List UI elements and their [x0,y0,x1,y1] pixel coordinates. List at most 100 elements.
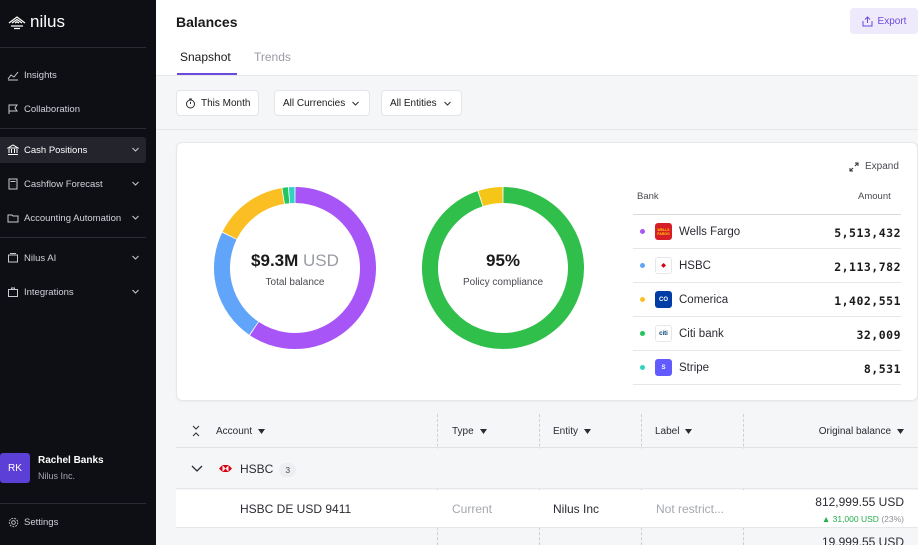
bank-logo-icon: citi [655,325,672,342]
chevron-down-icon [132,147,139,152]
sidebar-item-label: Nilus AI [24,252,57,264]
sidebar-item-cashflow-forecast[interactable]: Cashflow Forecast [0,171,146,197]
balances-summary-card: Expand $9.3M USD Total balance 95% Polic… [176,142,918,401]
divider [0,128,146,129]
bank-row[interactable]: CO Comerica 1,402,551 [633,283,901,317]
sidebar-item-integrations[interactable]: Integrations [0,279,146,305]
tab-snapshot[interactable]: Snapshot [180,50,231,64]
currency-filter-label: All Currencies [283,97,346,109]
page-header: Balances Export Snapshot Trends [156,0,918,76]
column-header-label: Entity [553,426,579,437]
bank-row[interactable]: WELLS FARGO Wells Fargo 5,513,432 [633,215,901,249]
total-balance-unit: USD [303,251,339,270]
sidebar-item-collaboration[interactable]: Collaboration [0,96,146,122]
column-header-account[interactable]: Account [216,426,266,437]
policy-compliance-label: Policy compliance [462,277,544,288]
bank-row[interactable]: ◆ HSBC 2,113,782 [633,249,901,283]
sidebar-item-label: Integrations [24,286,74,298]
hsbc-logo-icon [219,465,232,472]
bank-amount: 32,009 [856,328,901,342]
total-balance-amount: $9.3M [251,251,299,270]
page-title: Balances [176,14,238,30]
policy-compliance-center: 95% Policy compliance [418,251,588,288]
chevron-down-icon[interactable] [191,465,203,473]
active-tab-indicator [177,73,237,75]
bank-name: HSBC [679,260,711,272]
balance-change: ▲ 31,000 USD (23%) [822,514,904,524]
nilus-logo-icon [8,16,26,30]
column-header-original-balance[interactable]: Original balance [819,426,904,437]
export-label: Export [877,15,907,27]
avatar: RK [0,453,30,483]
sidebar-item-label: Cashflow Forecast [24,178,103,190]
bank-balance-table: WELLS FARGO Wells Fargo 5,513,432 ◆ HSBC 2,11… [633,214,901,385]
grid-header: Account Type Entity Label Original balan… [176,414,918,448]
sidebar-item-cash-positions[interactable]: Cash Positions [0,137,146,163]
total-balance-donut [214,187,376,349]
user-org: Nilus Inc. [38,471,76,481]
account-count-badge: 3 [279,463,297,477]
export-icon [862,15,873,26]
donut-slice-compliant [422,187,584,349]
currency-filter[interactable]: All Currencies [274,90,371,116]
expand-icon [849,162,859,171]
column-header-type[interactable]: Type [452,426,487,437]
accounts-grid: Account Type Entity Label Original balan… [176,414,918,545]
bank-column-header: Bank [637,191,659,202]
chevron-down-icon [132,215,139,220]
bank-amount: 2,113,782 [834,260,901,274]
column-header-entity[interactable]: Entity [553,426,592,437]
bank-row[interactable]: S Stripe 8,531 [633,351,901,385]
bank-logo-icon: WELLS FARGO [655,223,672,240]
amount-column-header: Amount [858,191,891,202]
bank-name: Wells Fargo [679,226,741,238]
chevron-down-icon [132,181,139,186]
policy-compliance-donut [422,187,584,349]
total-balance-center: $9.3M USD Total balance [210,251,380,288]
chevron-down-icon [352,101,360,106]
caret-down-icon [479,429,487,434]
entity-filter[interactable]: All Entities [381,90,462,116]
period-filter-label: This Month [201,97,251,109]
sidebar-item-nilus-ai[interactable]: Nilus AI [0,245,146,271]
tab-trends[interactable]: Trends [254,50,291,64]
bank-row[interactable]: citi Citi bank 32,009 [633,317,901,351]
sidebar-item-label: Cash Positions [24,144,88,156]
bank-group-label: HSBC [240,462,274,476]
total-balance-label: Total balance [265,277,325,288]
settings-label: Settings [24,517,59,528]
sidebar-item-insights[interactable]: Insights [0,62,146,88]
settings-button[interactable]: Settings [8,517,58,528]
policy-compliance-value: 95% [485,251,521,270]
column-header-label-col[interactable]: Label [655,426,693,437]
collapse-all-icon[interactable] [191,425,201,437]
period-filter[interactable]: This Month [176,90,260,116]
timer-icon [186,98,195,108]
bank-group-row[interactable]: HSBC 3 [176,449,918,489]
divider [0,237,146,238]
user-name: Rachel Banks [38,455,104,466]
folder-icon [7,212,19,224]
expand-label: Expand [865,161,899,172]
caret-down-icon [584,429,592,434]
series-dot [640,297,645,302]
flag-icon [7,103,19,115]
account-type: Current [452,502,493,516]
export-button[interactable]: Export [850,8,918,34]
sidebar-item-accounting-automation[interactable]: Accounting Automation [0,205,146,231]
bank-logo-icon: ◆ [655,257,672,274]
divider [0,47,146,48]
user-profile[interactable]: RK Rachel Banks Nilus Inc. [0,453,156,485]
donut-slice-comerica [222,188,285,240]
nilus-logo[interactable]: nilus [8,12,65,32]
column-header-label: Label [655,426,680,437]
expand-button[interactable]: Expand [849,161,899,172]
series-dot [640,365,645,370]
bank-name: Comerica [679,294,729,306]
table-row[interactable]: HSBC DE USD 9411 Current Nilus Inc Not r… [176,490,918,528]
chevron-down-icon [132,289,139,294]
bank-logo-icon: S [655,359,672,376]
balance-change-amount: ▲ 31,000 USD [821,514,879,524]
bank-amount: 5,513,432 [834,226,901,240]
main-content: Balances Export Snapshot Trends This Mon… [156,0,918,545]
